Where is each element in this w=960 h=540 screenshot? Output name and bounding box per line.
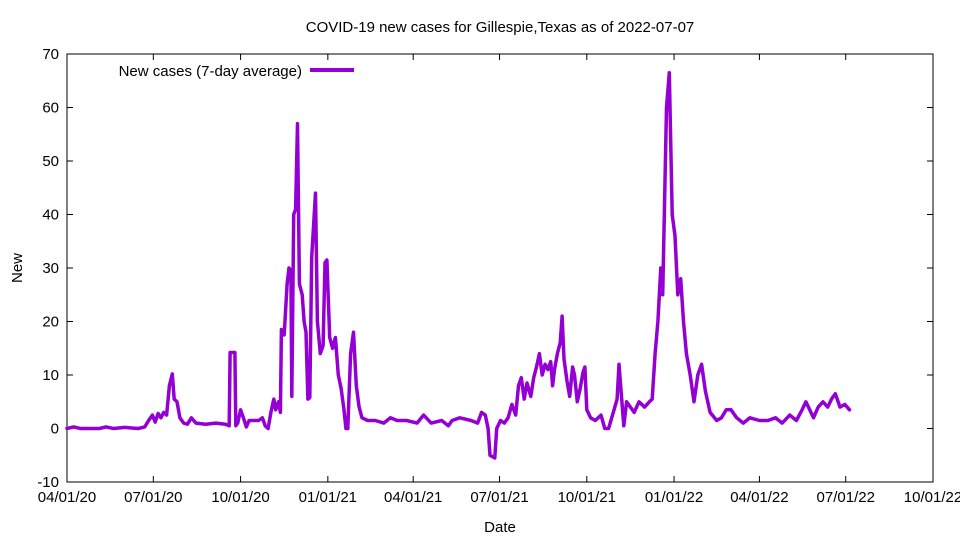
x-axis: 04/01/20 07/01/20 10/01/20 01/01/21 04/01/21… (38, 54, 960, 506)
y-tick-label: 30 (42, 260, 59, 277)
x-tick-label: 07/01/21 (470, 489, 528, 506)
x-tick-label: 07/01/20 (124, 489, 182, 506)
series-line (65, 70, 852, 460)
y-axis-label: New (9, 253, 26, 283)
chart-title: COVID-19 new cases for Gillespie,Texas a… (306, 19, 695, 36)
series-layer (65, 70, 852, 460)
y-axis: -10 0 10 20 30 40 50 60 70 (37, 46, 933, 491)
y-tick-label: 10 (42, 367, 59, 384)
x-tick-label: 10/01/21 (558, 489, 616, 506)
x-tick-label: 10/01/20 (211, 489, 269, 506)
y-tick-label: 70 (42, 46, 59, 63)
x-tick-label: 07/01/22 (817, 489, 875, 506)
y-tick-label: 0 (51, 421, 59, 438)
x-tick-label: 04/01/21 (384, 489, 442, 506)
y-tick-label: 50 (42, 153, 59, 170)
x-tick-label: 01/01/21 (299, 489, 357, 506)
y-tick-label: 60 (42, 100, 59, 117)
legend: New cases (7-day average) (119, 63, 354, 80)
legend-label: New cases (7-day average) (119, 63, 302, 80)
x-tick-label: 04/01/20 (38, 489, 96, 506)
plot-frame (66, 53, 934, 483)
y-tick-label: -10 (37, 474, 59, 491)
x-tick-label: 10/01/22 (904, 489, 960, 506)
x-tick-label: 04/01/22 (730, 489, 788, 506)
x-tick-label: 01/01/22 (645, 489, 703, 506)
y-tick-label: 40 (42, 207, 59, 224)
y-tick-label: 20 (42, 314, 59, 331)
x-axis-label: Date (484, 519, 516, 536)
